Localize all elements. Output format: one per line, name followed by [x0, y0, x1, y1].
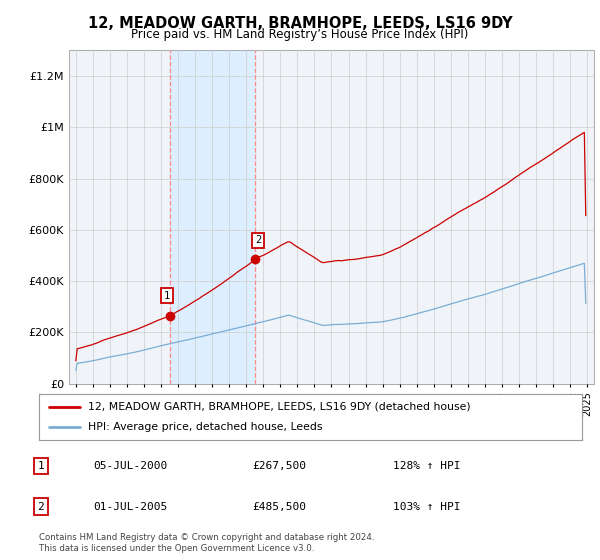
- Text: Contains HM Land Registry data © Crown copyright and database right 2024.
This d: Contains HM Land Registry data © Crown c…: [39, 533, 374, 553]
- Text: 128% ↑ HPI: 128% ↑ HPI: [393, 461, 461, 471]
- Text: 2: 2: [255, 235, 262, 245]
- Text: £267,500: £267,500: [252, 461, 306, 471]
- Text: 05-JUL-2000: 05-JUL-2000: [93, 461, 167, 471]
- Text: 01-JUL-2005: 01-JUL-2005: [93, 502, 167, 512]
- Text: 103% ↑ HPI: 103% ↑ HPI: [393, 502, 461, 512]
- Bar: [170, 50, 255, 384]
- Text: £485,500: £485,500: [252, 502, 306, 512]
- Text: 12, MEADOW GARTH, BRAMHOPE, LEEDS, LS16 9DY: 12, MEADOW GARTH, BRAMHOPE, LEEDS, LS16 …: [88, 16, 512, 31]
- Text: Price paid vs. HM Land Registry’s House Price Index (HPI): Price paid vs. HM Land Registry’s House …: [131, 28, 469, 41]
- Text: HPI: Average price, detached house, Leeds: HPI: Average price, detached house, Leed…: [88, 422, 322, 432]
- Text: 1: 1: [37, 461, 44, 471]
- Text: 2: 2: [37, 502, 44, 512]
- Text: 1: 1: [164, 291, 170, 301]
- Text: 12, MEADOW GARTH, BRAMHOPE, LEEDS, LS16 9DY (detached house): 12, MEADOW GARTH, BRAMHOPE, LEEDS, LS16 …: [88, 402, 470, 412]
